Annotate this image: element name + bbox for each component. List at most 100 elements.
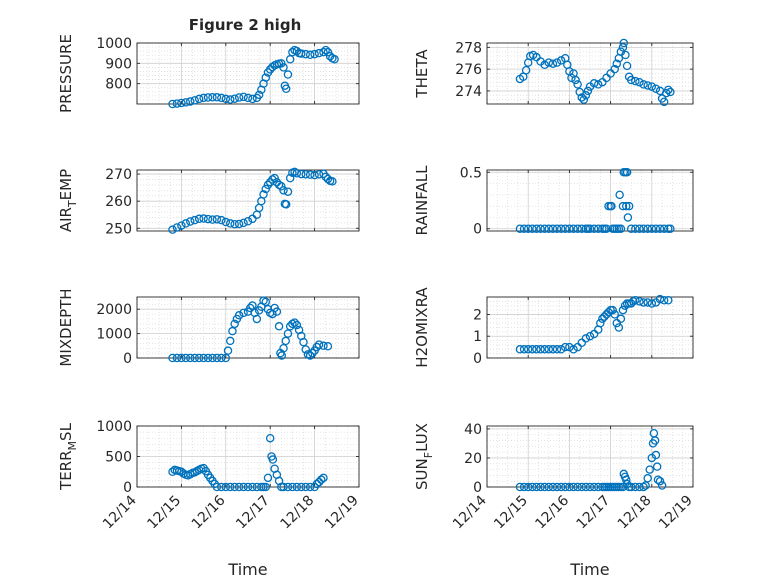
data-point bbox=[528, 345, 537, 354]
data-point bbox=[528, 224, 537, 233]
data-point bbox=[585, 224, 595, 233]
data-point bbox=[666, 87, 675, 97]
data-point bbox=[655, 476, 665, 486]
data-point bbox=[569, 224, 578, 233]
data-point bbox=[292, 46, 302, 56]
data-point bbox=[589, 79, 599, 88]
data-point bbox=[556, 345, 566, 354]
x-tick-label: 12/18 bbox=[615, 493, 655, 533]
axes-frame bbox=[486, 42, 694, 105]
y-tick-label: 1 bbox=[473, 329, 482, 345]
data-point bbox=[523, 482, 533, 492]
data-point bbox=[536, 482, 545, 492]
data-point bbox=[234, 93, 244, 102]
data-point bbox=[631, 224, 640, 233]
data-point bbox=[610, 310, 619, 319]
data-point bbox=[270, 173, 279, 183]
data-point bbox=[181, 98, 191, 107]
data-point bbox=[556, 224, 566, 233]
data-point bbox=[317, 475, 326, 484]
data-point bbox=[199, 353, 208, 363]
data-point bbox=[622, 168, 632, 177]
x-axis-label: Time bbox=[227, 560, 267, 579]
data-point bbox=[321, 45, 330, 55]
data-point bbox=[308, 348, 317, 358]
data-point bbox=[639, 224, 648, 233]
axes-frame bbox=[486, 296, 694, 359]
data-point bbox=[614, 323, 624, 332]
data-point bbox=[626, 224, 636, 233]
data-point bbox=[565, 342, 574, 352]
y-tick-label: 260 bbox=[105, 194, 132, 210]
data-point bbox=[328, 177, 337, 186]
data-point bbox=[239, 308, 248, 318]
data-point bbox=[552, 224, 562, 233]
data-point bbox=[190, 353, 199, 363]
data-point bbox=[647, 82, 657, 91]
data-point bbox=[651, 224, 661, 233]
data-point bbox=[301, 345, 310, 354]
data-point bbox=[635, 224, 644, 233]
y-tick-label: 250 bbox=[105, 221, 132, 237]
figure-title: Figure 2 high bbox=[189, 16, 302, 34]
data-point bbox=[593, 80, 603, 89]
subplot-terr-msl: 0 500 1000 TERRMSL 12/14 12/15 12/16 12/17 12/18… bbox=[57, 419, 362, 579]
data-point bbox=[268, 62, 277, 72]
data-point bbox=[622, 201, 631, 211]
data-point bbox=[243, 482, 253, 492]
data-point bbox=[596, 318, 605, 328]
data-point bbox=[248, 94, 257, 104]
data-point bbox=[221, 217, 231, 227]
data-point bbox=[666, 224, 675, 233]
data-point bbox=[565, 482, 574, 492]
data-point bbox=[285, 173, 295, 183]
data-point bbox=[217, 353, 226, 363]
data-point bbox=[659, 296, 669, 305]
data-point bbox=[515, 482, 525, 492]
data-point bbox=[279, 186, 288, 195]
data-point bbox=[659, 97, 669, 107]
data-point bbox=[323, 47, 333, 57]
data-point bbox=[561, 482, 570, 492]
data-point bbox=[626, 75, 636, 85]
data-point bbox=[639, 80, 648, 89]
data-point bbox=[212, 482, 222, 492]
data-point bbox=[519, 345, 529, 354]
data-point bbox=[190, 96, 199, 105]
data-point bbox=[283, 329, 293, 338]
data-point bbox=[573, 80, 582, 89]
data-point bbox=[643, 298, 652, 307]
data-point bbox=[635, 297, 644, 306]
data-point bbox=[310, 49, 319, 59]
data-point bbox=[323, 174, 333, 184]
data-point bbox=[612, 59, 622, 68]
data-point bbox=[602, 224, 611, 233]
data-point bbox=[657, 481, 667, 490]
axes-frame bbox=[136, 296, 360, 359]
data-point bbox=[288, 482, 297, 492]
data-point bbox=[583, 86, 593, 96]
y-axis-label: MIXDEPTH bbox=[57, 288, 75, 366]
data-point bbox=[619, 38, 629, 48]
data-point bbox=[225, 219, 235, 228]
data-point bbox=[548, 59, 558, 68]
data-point bbox=[221, 353, 231, 363]
data-point bbox=[589, 482, 599, 492]
x-tick-label: 12/19 bbox=[656, 493, 696, 533]
data-point bbox=[194, 353, 204, 363]
y-tick-label: 900 bbox=[105, 56, 132, 72]
data-point bbox=[239, 92, 248, 102]
data-point bbox=[208, 215, 217, 224]
data-point bbox=[203, 214, 213, 224]
data-point bbox=[631, 76, 640, 86]
data-point bbox=[639, 298, 648, 307]
data-point bbox=[515, 224, 525, 233]
data-point bbox=[532, 345, 541, 354]
y-axis-label: AIRTEMP bbox=[57, 169, 79, 232]
data-point bbox=[314, 48, 324, 58]
data-point bbox=[639, 482, 648, 492]
data-point bbox=[519, 482, 529, 492]
data-point bbox=[248, 301, 257, 310]
data-point bbox=[268, 455, 278, 464]
data-point bbox=[521, 65, 531, 75]
